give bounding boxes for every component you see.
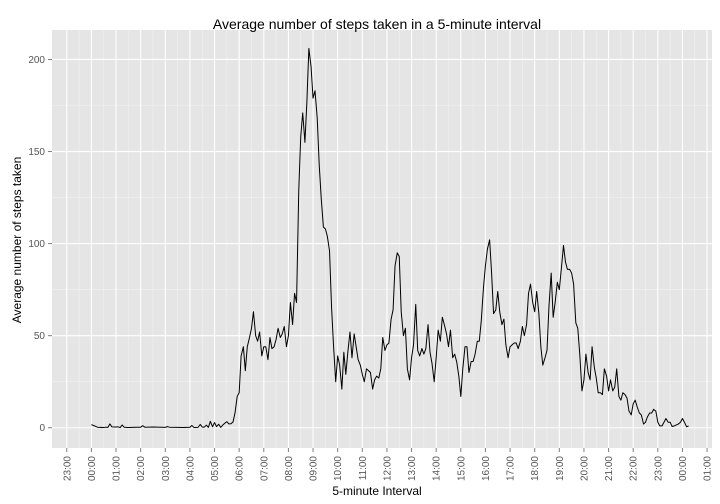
- y-axis-ticks: 0 50 100 150 200: [28, 55, 52, 434]
- x-tick-label: 16:00: [481, 456, 492, 481]
- y-tick-label: 0: [39, 423, 45, 434]
- x-tick-label: 07:00: [259, 456, 270, 481]
- x-tick-label: 12:00: [382, 456, 393, 481]
- x-tick-label: 08:00: [284, 456, 295, 481]
- x-tick-label: 18:00: [530, 456, 541, 481]
- y-tick-label: 150: [28, 147, 45, 158]
- x-tick-label: 13:00: [407, 456, 418, 481]
- series-group: [91, 47, 689, 429]
- x-tick-label: 01:00: [112, 456, 123, 481]
- x-tick-label: 09:00: [309, 456, 320, 481]
- x-tick-label: 15:00: [456, 456, 467, 481]
- x-tick-label: 23:00: [653, 456, 664, 481]
- y-axis-title: Average number of steps taken: [10, 157, 24, 324]
- x-tick-label: 20:00: [579, 456, 590, 481]
- x-tick-label: 21:00: [604, 456, 615, 481]
- x-tick-label: 03:00: [161, 456, 172, 481]
- grid-lines: [52, 30, 712, 448]
- y-tick-label: 100: [28, 239, 45, 250]
- y-tick-label: 200: [28, 55, 45, 66]
- x-tick-label: 11:00: [358, 456, 369, 481]
- series-line: [91, 47, 689, 429]
- x-tick-label: 17:00: [506, 456, 517, 481]
- y-tick-label: 50: [34, 331, 46, 342]
- x-tick-label: 00:00: [87, 456, 98, 481]
- x-tick-label: 23:00: [62, 456, 73, 481]
- chart-title: Average number of steps taken in a 5-min…: [213, 16, 541, 32]
- x-tick-label: 06:00: [235, 456, 246, 481]
- x-tick-label: 19:00: [555, 456, 566, 481]
- x-tick-label: 04:00: [185, 456, 196, 481]
- x-tick-label: 10:00: [333, 456, 344, 481]
- x-tick-label: 01:00: [703, 456, 714, 481]
- x-tick-label: 05:00: [210, 456, 221, 481]
- x-tick-label: 14:00: [432, 456, 443, 481]
- x-tick-label: 00:00: [678, 456, 689, 481]
- x-tick-label: 22:00: [629, 456, 640, 481]
- x-axis-title: 5-minute Interval: [332, 484, 421, 498]
- x-axis-ticks: 23:00 00:00 01:00 02:00 03:00 04:00 05:00 06:00…: [62, 448, 714, 481]
- x-tick-label: 02:00: [136, 456, 147, 481]
- plot-panel: [52, 30, 712, 448]
